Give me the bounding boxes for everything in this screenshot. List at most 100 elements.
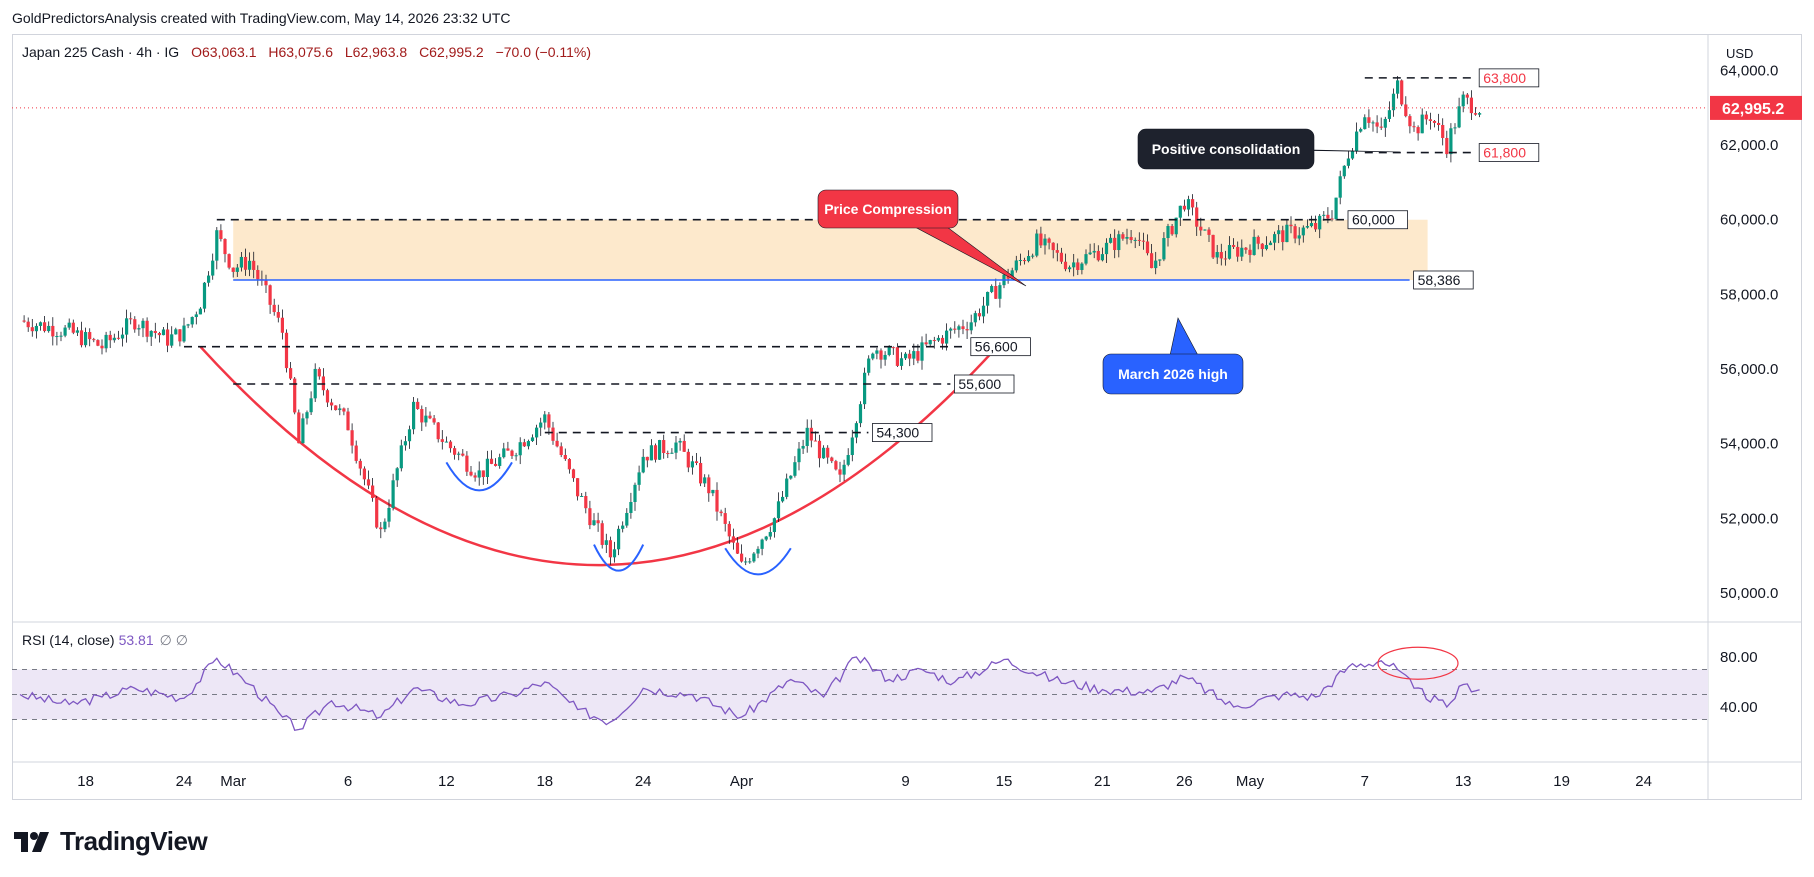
candle-body — [797, 448, 801, 463]
candle-body — [1215, 252, 1219, 258]
change-value: −70.0 (−0.11%) — [495, 44, 592, 60]
candle-body — [137, 328, 141, 330]
candle-body — [170, 334, 174, 346]
candle-body — [1232, 245, 1236, 247]
candle-body — [1244, 247, 1248, 250]
candle-body — [235, 267, 239, 272]
candle-body — [59, 335, 63, 337]
candle-body — [125, 318, 129, 335]
price-axis-label: 64,000.0 — [1720, 62, 1778, 79]
candle-body — [1080, 263, 1084, 270]
candle-body — [817, 440, 822, 459]
candle-body — [539, 422, 543, 428]
candle-body — [1428, 119, 1432, 121]
candle-body — [1059, 252, 1063, 262]
candle-body — [502, 448, 506, 458]
candle-body — [633, 484, 637, 502]
candle-body — [694, 461, 699, 463]
candle-body — [1416, 127, 1420, 134]
candle-body — [457, 453, 461, 455]
symbol-name[interactable]: Japan 225 Cash · 4h · IG — [22, 44, 180, 60]
candle-body — [1203, 229, 1207, 231]
candle-body — [535, 427, 539, 438]
candle-body — [1309, 223, 1314, 227]
candle-body — [1252, 236, 1256, 255]
rsi-symbols: ∅ ∅ — [159, 632, 188, 648]
candle-body — [1408, 116, 1412, 127]
candle-body — [1166, 226, 1170, 239]
candle-body — [682, 440, 686, 452]
candle-body — [100, 345, 104, 349]
candle-body — [1400, 80, 1404, 105]
candle-body — [571, 469, 576, 479]
candle-body — [670, 452, 674, 454]
candle-body — [88, 332, 92, 340]
currency-label[interactable]: USD — [1726, 46, 1754, 61]
candle-body — [305, 412, 309, 419]
candle-body — [776, 501, 781, 519]
candle-body — [584, 496, 588, 509]
candle-body — [887, 347, 891, 355]
candle-body — [108, 334, 112, 341]
time-axis-label: 21 — [1094, 773, 1111, 790]
candle-body — [686, 451, 690, 468]
rsi-overbought-circle — [1377, 646, 1459, 680]
candle-body — [174, 329, 178, 335]
candle-body — [38, 322, 43, 326]
candle-body — [420, 409, 424, 423]
positive-consolidation-callout-label: Positive consolidation — [1152, 141, 1301, 157]
candle-body — [1293, 226, 1297, 239]
candle-body — [965, 329, 969, 331]
candle-body — [313, 368, 317, 399]
candle-body — [760, 539, 764, 549]
candle-body — [63, 327, 67, 336]
candle-body — [489, 458, 494, 464]
candle-body — [1137, 239, 1141, 241]
candle-body — [891, 347, 895, 349]
candle-body — [608, 540, 612, 558]
candle-body — [813, 440, 817, 442]
candle-body — [596, 520, 600, 524]
time-axis-label: 24 — [1635, 773, 1652, 790]
current-price-value: 62,995.2 — [1722, 101, 1784, 118]
candle-body — [1043, 238, 1047, 246]
candle-body — [469, 471, 473, 476]
tradingview-logo[interactable]: TradingView — [14, 826, 208, 857]
candle-body — [51, 325, 55, 337]
candle-body — [526, 441, 530, 447]
candle-body — [1449, 128, 1453, 155]
candle-body — [43, 322, 47, 332]
price-axis-label: 54,000.0 — [1720, 436, 1778, 453]
candle-body — [440, 439, 444, 442]
candle-body — [1022, 259, 1027, 262]
candle-body — [600, 523, 604, 545]
candle-body — [846, 455, 850, 465]
inner-cup-arc — [724, 547, 792, 576]
level-label: 63,800 — [1483, 70, 1526, 86]
rsi-line — [19, 656, 1480, 731]
candle-body — [1412, 126, 1416, 128]
candle-body — [1129, 236, 1133, 240]
rsi-label[interactable]: RSI (14, close) — [22, 632, 115, 648]
candle-body — [338, 408, 342, 411]
candle-body — [621, 525, 625, 529]
candle-body — [707, 477, 711, 494]
price-axis-label: 60,000.0 — [1720, 212, 1778, 229]
candle-body — [1260, 243, 1264, 250]
price-compression-callout-box — [817, 189, 959, 229]
candle-body — [649, 445, 653, 461]
candle-body — [1063, 261, 1068, 270]
candle-body — [301, 418, 305, 444]
candle-body — [178, 329, 182, 342]
candle-body — [346, 411, 350, 431]
candle-body — [744, 561, 748, 563]
time-axis-label: May — [1236, 773, 1265, 790]
candle-body — [1092, 250, 1096, 253]
candle-body — [1031, 255, 1035, 257]
candle-body — [1182, 205, 1186, 210]
candle-body — [211, 260, 215, 276]
candle-body — [719, 511, 723, 514]
candle-body — [223, 239, 227, 255]
time-axis-label: Apr — [730, 773, 753, 790]
